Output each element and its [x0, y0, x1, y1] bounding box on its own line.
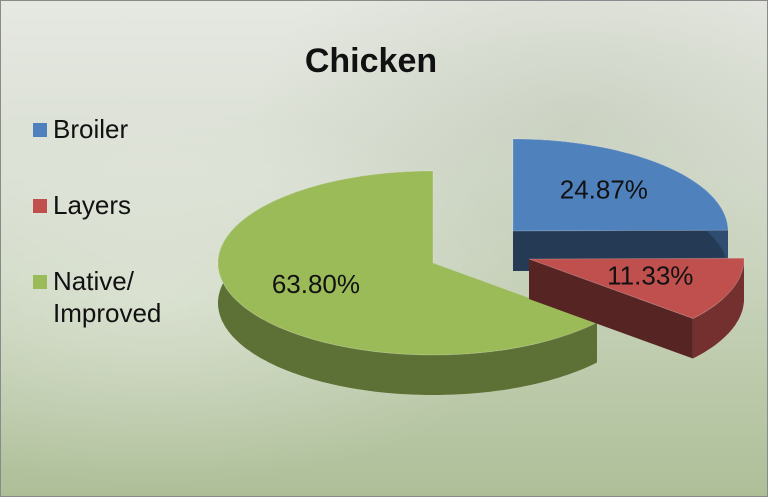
- slice: [512, 138, 729, 232]
- legend-item: Broiler: [33, 113, 193, 145]
- data-label: 11.33%: [607, 261, 693, 291]
- legend-item: Native/ Improved: [33, 265, 193, 329]
- legend-label: Native/ Improved: [53, 266, 162, 328]
- legend-label: Layers: [53, 190, 132, 220]
- legend: Broiler Layers Native/ Improved: [33, 113, 193, 373]
- slice: [217, 170, 598, 356]
- slice: [528, 257, 745, 319]
- slice-side: [218, 171, 597, 395]
- data-label: 24.87%: [560, 175, 648, 205]
- slice-side: [529, 259, 693, 359]
- legend-label: Broiler: [53, 114, 129, 144]
- slice-side: [692, 258, 744, 359]
- data-label: 63.80%: [272, 269, 360, 299]
- chart-title: Chicken: [305, 42, 437, 80]
- legend-swatch: [33, 123, 47, 137]
- legend-swatch: [33, 199, 47, 213]
- legend-swatch: [33, 275, 47, 289]
- legend-item: Layers: [33, 189, 193, 221]
